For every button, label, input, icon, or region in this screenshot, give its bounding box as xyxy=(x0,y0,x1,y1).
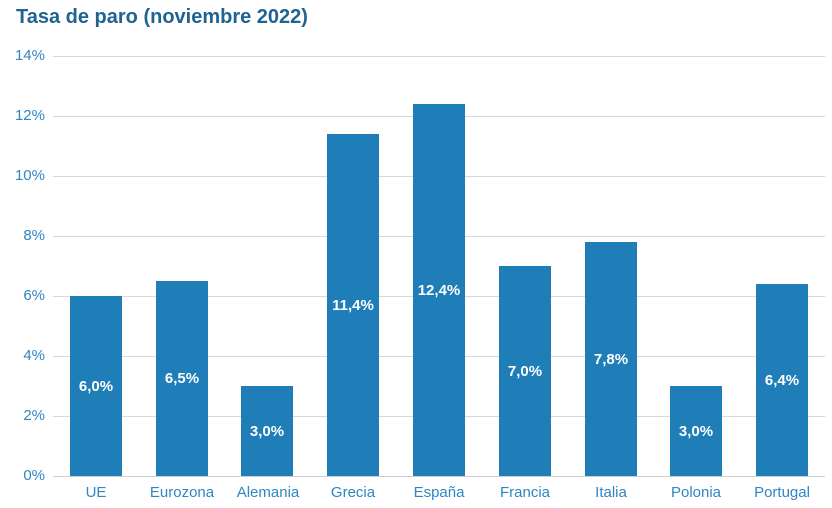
x-axis-label: UE xyxy=(85,484,107,501)
bar-value-label: 3,0% xyxy=(249,422,285,440)
bar-value-label: 6,4% xyxy=(764,371,800,389)
x-axis-label: Polonia xyxy=(670,484,722,501)
bar: 6,5% xyxy=(156,281,208,476)
x-axis-label: España xyxy=(413,484,465,501)
bar: 7,8% xyxy=(585,242,637,476)
x-axis-label: Portugal xyxy=(754,484,810,501)
y-tick-label: 10% xyxy=(14,167,45,184)
y-tick-label: 8% xyxy=(23,227,45,244)
chart-title: Tasa de paro (noviembre 2022) xyxy=(16,6,308,28)
bar: 7,0% xyxy=(499,266,551,476)
x-axis-label: Alemania xyxy=(236,484,300,501)
x-axis-label: Italia xyxy=(595,484,627,501)
bar: 6,0% xyxy=(70,296,122,476)
x-axis-label: Grecia xyxy=(330,484,376,501)
bar-value-label: 7,8% xyxy=(593,350,629,368)
y-tick-label: 12% xyxy=(14,107,45,124)
bar-value-label: 3,0% xyxy=(678,422,714,440)
x-axis-label: Francia xyxy=(499,484,551,501)
x-axis-line xyxy=(53,476,825,477)
bar: 3,0% xyxy=(670,386,722,476)
bar: 11,4% xyxy=(327,134,379,476)
bar-value-label: 11,4% xyxy=(332,296,374,314)
bar: 3,0% xyxy=(241,386,293,476)
gridline xyxy=(53,56,825,57)
y-tick-label: 14% xyxy=(14,47,45,64)
y-tick-label: 6% xyxy=(23,287,45,304)
bar-value-label: 6,0% xyxy=(78,377,114,395)
y-tick-label: 4% xyxy=(23,347,45,364)
bar-value-label: 12,4% xyxy=(417,281,461,299)
bar-value-label: 6,5% xyxy=(164,370,200,387)
bar: 12,4% xyxy=(413,104,465,476)
y-tick-label: 0% xyxy=(23,467,45,484)
y-tick-label: 2% xyxy=(23,407,45,424)
bar: 6,4% xyxy=(756,284,808,476)
x-axis-label: Eurozona xyxy=(149,484,215,501)
bar-value-label: 7,0% xyxy=(507,362,543,380)
